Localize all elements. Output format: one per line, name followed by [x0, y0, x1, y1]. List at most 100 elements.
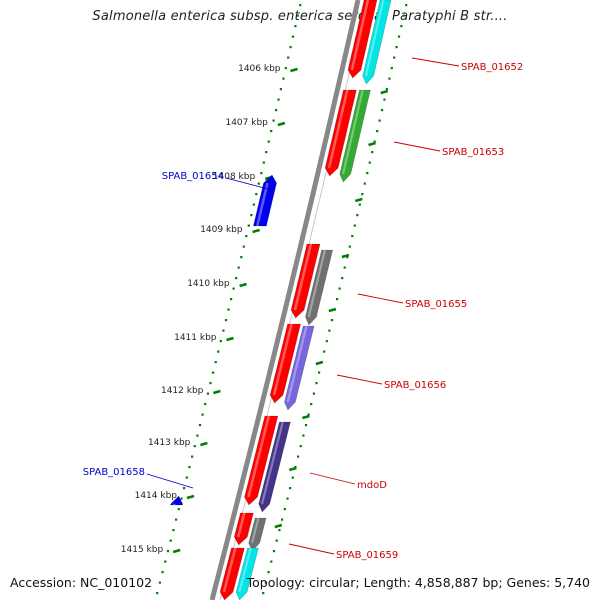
kbp-tick-label: 1412 kbp [161, 386, 204, 396]
outer-dot [310, 403, 313, 406]
outer-dot [336, 298, 339, 301]
outer-dot [267, 571, 270, 574]
gene-leader-line [288, 543, 335, 555]
outer-dot [351, 235, 354, 238]
gene-label[interactable]: SPAB_01655 [405, 299, 467, 310]
gene-label[interactable]: SPAB_01659 [336, 550, 398, 561]
ruler-dot [169, 539, 172, 542]
outer-dot [304, 424, 308, 427]
outer-dot [297, 455, 300, 458]
gene-label[interactable]: SPAB_01656 [384, 380, 446, 391]
ruler-dot [206, 392, 209, 395]
gene-leader-line [393, 141, 441, 152]
kbp-tick-label: 1408 kbp [213, 172, 256, 182]
ruler-dot [164, 560, 167, 563]
ruler-dot [201, 413, 204, 416]
reverse-gene-spab-01656 [284, 325, 315, 411]
outer-dot [291, 476, 294, 479]
kbp-tick [172, 548, 181, 554]
ruler-dot [193, 445, 196, 448]
ruler-dot [267, 140, 270, 143]
kbp-tick-label: 1410 kbp [187, 279, 230, 289]
outer-dot [405, 4, 408, 7]
outer-dot [338, 287, 341, 290]
forward-gene-shade [272, 323, 293, 396]
ruler-dot [156, 592, 159, 595]
reverse-gene-spab-01656-shade [286, 325, 308, 403]
ruler-dot [235, 277, 238, 280]
gene-label[interactable]: SPAB_01652 [461, 62, 523, 73]
ruler-dot [294, 25, 297, 28]
genome-summary-text: Topology: circular; Length: 4,858,887 bp… [246, 575, 590, 590]
outer-dot [393, 56, 396, 59]
forward-gene [219, 547, 245, 600]
ruler-dot [219, 340, 222, 343]
ruler-dot [188, 466, 191, 469]
outer-dot [330, 319, 334, 322]
outer-tick [368, 141, 376, 147]
kbp-tick-label: 1414 kbp [135, 491, 178, 501]
forward-gene-shade [236, 512, 246, 538]
ruler-dot [277, 98, 280, 101]
outer-dot [356, 214, 359, 217]
reverse-gene-mdod-shade [260, 421, 284, 505]
ruler-dot [232, 287, 235, 290]
kbp-tick [213, 389, 221, 395]
forward-gene [324, 89, 357, 177]
gene-leader-line [225, 177, 273, 191]
ruler-dot [245, 235, 248, 238]
gene-label[interactable]: SPAB_01653 [442, 147, 504, 158]
outer-dot [381, 109, 384, 112]
outer-dot [262, 592, 265, 595]
outer-dot [281, 518, 284, 521]
ruler-dot [230, 298, 233, 301]
kbp-tick [277, 121, 286, 127]
kbp-tick-label: 1409 kbp [200, 225, 243, 235]
outer-tick [380, 89, 389, 95]
ruler-dot [255, 193, 258, 196]
outer-dot [402, 14, 405, 17]
outer-dot [368, 161, 371, 164]
reverse-gene-next [235, 547, 259, 600]
ruler-dot [284, 67, 287, 70]
ruler-dot [296, 14, 299, 17]
gene-label[interactable]: mdoD [357, 480, 387, 491]
ruler-dot [287, 56, 290, 59]
gene-leader-line [411, 57, 460, 67]
forward-gene [269, 323, 301, 404]
outer-dot [388, 77, 391, 80]
ruler-dot [217, 350, 220, 353]
forward-gene-spab-01654-shade [256, 182, 269, 227]
ruler-dot [237, 266, 240, 269]
outer-dot [376, 130, 379, 133]
gene-label[interactable]: SPAB_01654 [162, 171, 224, 182]
reverse-gene-spab-01652 [362, 0, 392, 85]
ruler-dot [227, 308, 230, 311]
ruler-dots [156, 4, 302, 595]
gene-labels: SPAB_01652 SPAB_01653 SPAB_01655 SPAB_01656… [83, 57, 523, 561]
ruler-dot [252, 203, 255, 206]
outer-dot [270, 560, 273, 563]
outer-dot [289, 487, 292, 490]
gene-leader-line [336, 374, 383, 385]
outer-tick [341, 253, 350, 259]
outer-dot [397, 35, 401, 38]
reverse-gene-mdod [258, 421, 291, 513]
ruler-dot [166, 550, 170, 553]
reverse-gene-spab-01659-shade [250, 517, 260, 544]
outer-dot [272, 550, 276, 553]
outer-dot [315, 382, 318, 385]
ruler-dot [212, 371, 215, 374]
ruler-dot [257, 182, 260, 185]
outer-dot [302, 434, 305, 437]
outer-tick [354, 197, 363, 203]
ruler-dot [275, 109, 278, 112]
reverse-gene-spab-01655 [305, 249, 333, 326]
gene-features [169, 0, 392, 600]
gene-label[interactable]: SPAB_01658 [83, 467, 145, 478]
outer-dot [312, 392, 315, 395]
kbp-tick-label: 1406 kbp [238, 64, 281, 74]
ruler-dot [196, 434, 199, 437]
forward-gene-spab-01654 [253, 174, 277, 227]
